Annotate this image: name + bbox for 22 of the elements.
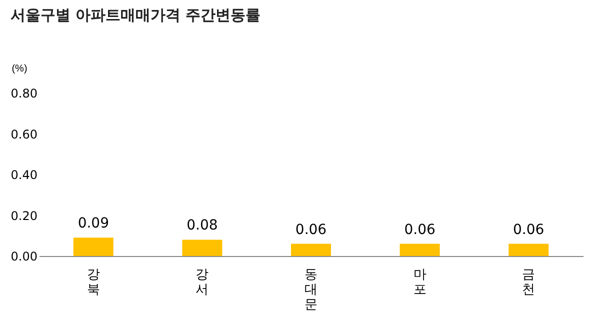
y-tick-label: 0.60 bbox=[10, 127, 38, 142]
x-tick-label: 동대문 bbox=[304, 268, 318, 312]
y-tick-label: 0.20 bbox=[10, 208, 38, 223]
y-axis-title: (%) bbox=[12, 64, 28, 74]
y-tick-label: 0.80 bbox=[10, 86, 38, 100]
x-tick-label: 금천 bbox=[522, 268, 536, 298]
bar bbox=[400, 244, 440, 256]
data-label: 0.06 bbox=[513, 222, 544, 238]
chart-title: 서울구별 아파트매매가격 주간변동률 bbox=[10, 6, 261, 24]
y-tick-label: 0.00 bbox=[10, 250, 38, 264]
bar bbox=[182, 240, 222, 256]
x-tick-label: 마포 bbox=[413, 268, 426, 298]
data-label: 0.06 bbox=[404, 222, 436, 238]
data-label: 0.09 bbox=[78, 216, 109, 232]
x-tick-label: 강서 bbox=[196, 268, 209, 298]
data-label: 0.08 bbox=[186, 218, 218, 234]
bar bbox=[73, 238, 114, 256]
data-label: 0.06 bbox=[295, 222, 327, 238]
bar bbox=[508, 244, 549, 256]
y-tick-label: 0.40 bbox=[10, 168, 38, 182]
x-tick-label: 강북 bbox=[86, 268, 100, 298]
bar bbox=[291, 244, 331, 256]
